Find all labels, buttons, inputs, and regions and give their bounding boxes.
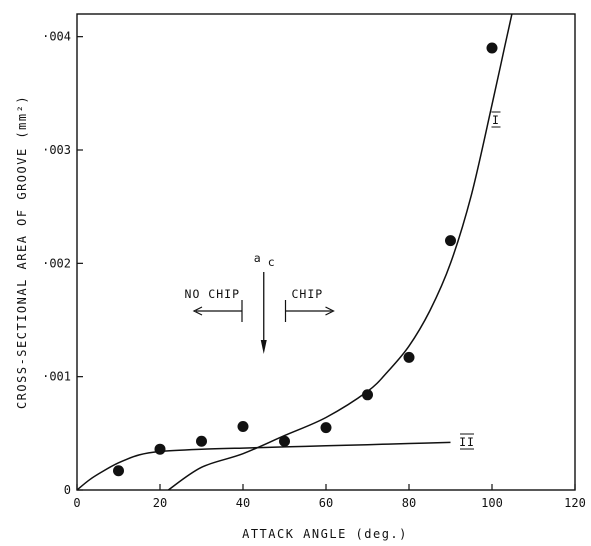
y-tick-label: ·002 <box>42 256 71 270</box>
data-point <box>320 422 332 434</box>
chart-axes <box>76 13 576 491</box>
plot-frame <box>76 13 576 491</box>
x-tick-label: 40 <box>236 496 250 510</box>
y-axis-ticks: 0 ·001 ·002 ·003 ·004 <box>42 30 83 497</box>
x-tick-label: 120 <box>564 496 586 510</box>
data-point <box>279 435 290 447</box>
critical-angle-label: a <box>254 251 262 265</box>
x-tick-label: 0 <box>73 496 80 510</box>
x-tick-label: 100 <box>481 496 503 510</box>
x-axis-title: ATTACK ANGLE (deg.) <box>242 527 408 541</box>
curve-label-i: I <box>492 113 500 127</box>
data-point <box>403 351 415 363</box>
no-chip-arrow-head <box>192 306 203 316</box>
data-point <box>154 443 166 455</box>
x-axis-ticks: 0 20 40 60 80 100 120 <box>73 484 586 510</box>
data-point <box>445 235 456 247</box>
no-chip-label: NO CHIP <box>185 287 240 301</box>
x-tick-label: 20 <box>153 496 167 510</box>
x-tick-label: 60 <box>319 496 333 510</box>
chip-arrow-head <box>325 306 335 316</box>
y-tick-label: 0 <box>64 483 71 497</box>
critical-arrow-head <box>260 340 267 354</box>
y-tick-label: ·003 <box>42 143 71 157</box>
data-point <box>113 465 124 477</box>
data-point <box>237 421 249 433</box>
curve-label-ii: II <box>459 435 475 449</box>
data-point <box>196 435 207 447</box>
curve-i <box>167 14 513 490</box>
x-tick-label: 80 <box>402 496 416 510</box>
y-tick-label: ·001 <box>42 370 71 384</box>
chip-label: CHIP <box>292 287 324 301</box>
curve-ii <box>77 441 451 490</box>
data-point <box>486 42 498 54</box>
chart-points <box>113 42 498 477</box>
y-axis-title: CROSS-SECTIONAL AREA OF GROOVE (mm²) <box>15 95 29 409</box>
data-point <box>362 389 373 401</box>
critical-angle-subscript: c <box>268 255 276 269</box>
y-tick-label: ·004 <box>42 30 71 44</box>
chart-curves <box>77 14 513 490</box>
